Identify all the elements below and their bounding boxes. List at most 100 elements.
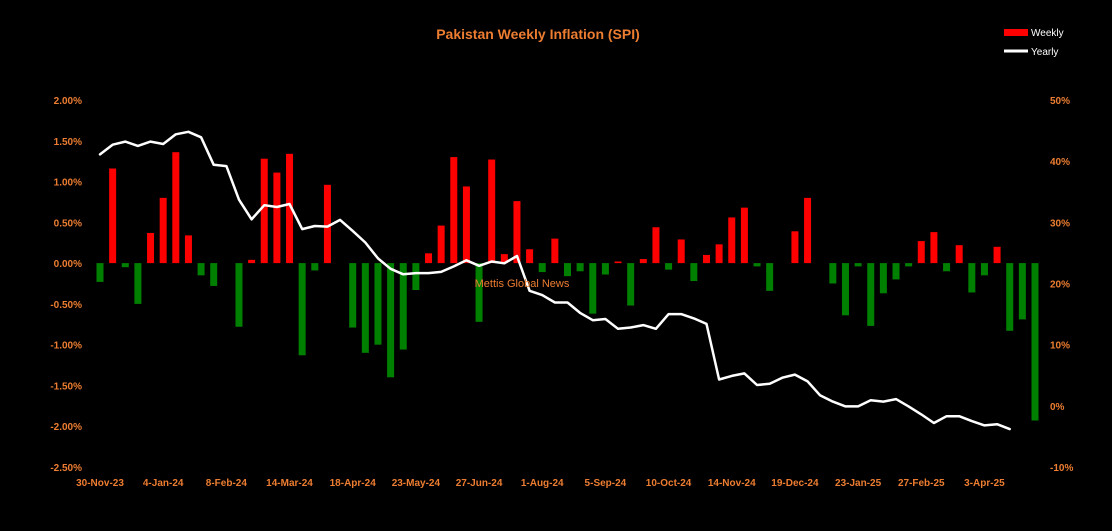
weekly-bar <box>665 263 673 270</box>
left-y-axis: 2.00% 1.50% 1.00% 0.50% 0.00% -0.50% -1.00% -1.… <box>50 96 82 474</box>
chart-title: Pakistan Weekly Inflation (SPI) <box>436 26 640 42</box>
weekly-bar <box>273 172 281 264</box>
right-y-tick-label: 40% <box>1050 157 1070 168</box>
weekly-bar <box>184 235 192 264</box>
left-y-tick-label: 0.00% <box>54 259 82 270</box>
weekly-bar <box>500 254 508 264</box>
legend: Weekly Yearly <box>1004 28 1064 58</box>
left-y-tick-label: 0.50% <box>54 218 82 229</box>
weekly-bar <box>361 263 369 353</box>
weekly-bar <box>399 263 407 350</box>
weekly-bars <box>96 152 1039 421</box>
x-tick-label: 27-Jun-24 <box>456 478 503 489</box>
x-axis: 30-Nov-23 4-Jan-24 8-Feb-24 14-Mar-24 18-Apr… <box>76 478 1005 489</box>
weekly-bar <box>109 168 117 264</box>
weekly-bar <box>589 263 597 314</box>
left-y-tick-label: -0.50% <box>50 300 82 311</box>
weekly-bar <box>248 259 256 264</box>
left-y-tick-label: 1.00% <box>54 178 82 189</box>
weekly-bar <box>197 263 205 276</box>
x-tick-label: 1-Aug-24 <box>521 478 564 489</box>
weekly-bar <box>437 225 445 264</box>
x-tick-label: 5-Sep-24 <box>585 478 627 489</box>
left-y-tick-label: 2.00% <box>54 96 82 107</box>
weekly-bar <box>702 254 710 264</box>
x-tick-label: 30-Nov-23 <box>76 478 124 489</box>
left-y-tick-label: -1.50% <box>50 381 82 392</box>
left-y-tick-label: -2.50% <box>50 463 82 474</box>
x-tick-label: 27-Feb-25 <box>898 478 945 489</box>
weekly-bar <box>677 239 685 264</box>
x-tick-label: 10-Oct-24 <box>646 478 692 489</box>
weekly-bar <box>841 263 849 316</box>
weekly-bar <box>488 159 496 264</box>
right-y-tick-label: 20% <box>1050 280 1070 291</box>
weekly-bar <box>172 152 180 264</box>
weekly-bar <box>728 217 736 264</box>
weekly-bar <box>462 186 470 264</box>
weekly-bar <box>349 263 357 328</box>
weekly-bar <box>387 263 395 378</box>
weekly-bar <box>740 207 748 264</box>
weekly-bar <box>753 263 761 267</box>
weekly-bar <box>538 263 546 273</box>
weekly-bar <box>311 263 319 271</box>
weekly-bar <box>968 263 976 293</box>
weekly-bar <box>639 259 647 264</box>
right-y-tick-label: 0% <box>1050 402 1065 413</box>
x-tick-label: 18-Apr-24 <box>330 478 377 489</box>
weekly-bar <box>993 246 1001 264</box>
weekly-bar <box>715 244 723 264</box>
weekly-bar <box>323 184 331 264</box>
x-tick-label: 3-Apr-25 <box>964 478 1005 489</box>
yearly-line <box>98 130 1011 431</box>
weekly-bar <box>286 153 294 264</box>
weekly-bar <box>791 231 799 264</box>
x-tick-label: 8-Feb-24 <box>206 478 248 489</box>
weekly-bar <box>1031 263 1039 421</box>
weekly-bar <box>804 197 812 264</box>
x-tick-label: 14-Nov-24 <box>708 478 756 489</box>
weekly-bar <box>1006 263 1014 331</box>
weekly-bar <box>854 263 862 267</box>
weekly-bar <box>513 201 521 264</box>
weekly-bar <box>551 238 559 264</box>
yearly-line-layer <box>98 130 1011 431</box>
weekly-bar <box>412 263 420 291</box>
weekly-bar <box>829 263 837 284</box>
weekly-bar <box>601 263 609 275</box>
weekly-bar <box>564 263 571 277</box>
left-y-tick-label: -2.00% <box>50 422 82 433</box>
weekly-bar <box>121 263 129 268</box>
x-tick-label: 19-Dec-24 <box>771 478 819 489</box>
legend-weekly-label: Weekly <box>1031 28 1064 39</box>
weekly-bar <box>930 232 938 264</box>
x-tick-label: 23-Jan-25 <box>835 478 882 489</box>
weekly-bar <box>235 263 243 327</box>
weekly-bar <box>917 241 925 264</box>
weekly-bar <box>627 263 635 306</box>
weekly-bar <box>980 263 988 276</box>
weekly-bar <box>374 263 382 345</box>
weekly-bar <box>879 263 887 294</box>
weekly-bar <box>159 197 167 264</box>
left-y-tick-label: -1.00% <box>50 341 82 352</box>
right-y-tick-label: 30% <box>1050 218 1070 229</box>
weekly-bar <box>652 227 660 264</box>
x-tick-label: 4-Jan-24 <box>143 478 184 489</box>
right-y-tick-label: 10% <box>1050 341 1070 352</box>
weekly-bar <box>475 263 483 322</box>
weekly-bar <box>450 157 458 264</box>
weekly-bar <box>526 249 534 264</box>
weekly-bar <box>1018 263 1026 320</box>
weekly-bar <box>955 245 963 264</box>
weekly-bar <box>614 261 622 264</box>
right-y-tick-label: -10% <box>1050 463 1073 474</box>
weekly-bar <box>134 263 142 304</box>
weekly-bar <box>298 263 306 356</box>
weekly-bar <box>943 263 951 272</box>
watermark: Mettis Global News <box>475 278 570 290</box>
weekly-bar <box>260 158 268 264</box>
